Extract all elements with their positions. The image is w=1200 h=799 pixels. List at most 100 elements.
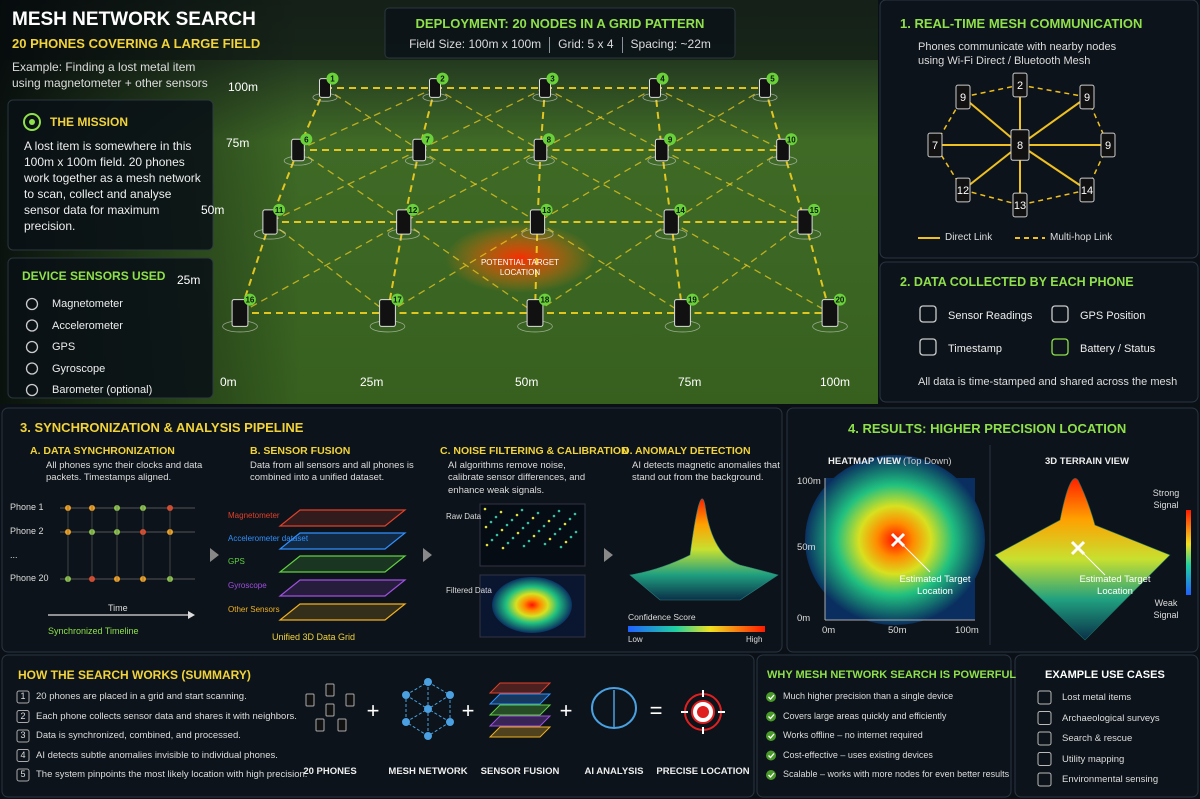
- node-number: 13: [542, 206, 551, 215]
- phone-icon: [315, 718, 325, 732]
- node-badge: [674, 203, 687, 216]
- flow-label: SENSOR FUSION: [480, 766, 560, 777]
- mesh-link: [670, 221, 831, 314]
- node-number: 5: [770, 75, 775, 84]
- mesh-icon-link: [427, 681, 451, 696]
- example: Example: Finding a lost metal item using…: [12, 60, 208, 90]
- x-axis-label: 100m: [955, 625, 979, 636]
- mesh-link: [239, 221, 271, 314]
- panel-note: All data is time-stamped and shared acro…: [918, 376, 1178, 388]
- phone: [396, 209, 412, 235]
- noise-dot: [536, 511, 540, 515]
- sensor-title: DEVICE SENSORS USED: [22, 269, 166, 283]
- operator: +: [366, 698, 380, 723]
- noise-dot: [558, 527, 562, 531]
- phone: [319, 78, 331, 98]
- phone: [797, 209, 813, 235]
- mesh-link: [670, 149, 784, 223]
- node-number: 12: [408, 206, 417, 215]
- noise-dot: [526, 521, 530, 525]
- noise-dot: [568, 517, 572, 521]
- phone: [1079, 84, 1095, 110]
- sensor-box: [7, 257, 214, 399]
- mesh-link: [403, 221, 536, 314]
- node-number: 13: [1014, 200, 1026, 212]
- noise-dot: [484, 525, 488, 529]
- step-number: 5: [20, 769, 26, 779]
- node-badge: [664, 133, 677, 146]
- x-axis-label: 50m: [515, 375, 539, 389]
- panel: [1, 654, 755, 798]
- noise-dot: [542, 524, 546, 528]
- step-title: C. NOISE FILTERING & CALIBRATION: [440, 445, 629, 457]
- phone: [291, 138, 305, 162]
- step-text: 20 phones are placed in a grid and start…: [36, 691, 247, 702]
- noise-dot: [520, 508, 524, 512]
- node-badge: [656, 72, 669, 85]
- node-badge: [538, 293, 551, 306]
- flow-label: 20 PHONES: [303, 766, 357, 777]
- noise-dot: [500, 528, 504, 532]
- x-axis-label: 75m: [678, 375, 702, 389]
- sensor-icon: [25, 340, 39, 354]
- mesh-icon-node: [424, 705, 432, 713]
- noise-dot: [552, 514, 556, 518]
- node-number: 12: [957, 185, 969, 197]
- noise-dot: [510, 518, 514, 522]
- x-axis-label: 0m: [822, 625, 836, 636]
- node-badge: [421, 133, 434, 146]
- multi-hop-link: [962, 84, 1021, 98]
- data-layer: [278, 532, 407, 550]
- sensor-item: Barometer (optional): [52, 384, 153, 396]
- mesh-link: [540, 87, 656, 151]
- step-text: The system pinpoints the most likely loc…: [36, 769, 308, 780]
- mission-icon: [29, 119, 35, 125]
- operator: +: [461, 698, 475, 723]
- phone: [1012, 192, 1028, 218]
- scale-label: High: [746, 635, 763, 644]
- mesh-link: [269, 221, 388, 314]
- y-axis-label: 100m: [228, 80, 259, 94]
- node-number: 14: [676, 206, 685, 215]
- node-number: 11: [275, 206, 284, 215]
- step-number: 3: [20, 730, 26, 740]
- noise-dot: [483, 507, 487, 511]
- x-axis-label: 100m: [820, 375, 851, 389]
- data-item: Battery / Status: [1080, 343, 1156, 355]
- step-title: B. SENSOR FUSION: [250, 445, 351, 457]
- brain-icon: [591, 687, 637, 729]
- node-badge: [326, 72, 339, 85]
- sensor-icon: [25, 319, 39, 332]
- node-number: 3: [550, 75, 555, 84]
- layer-label: Other Sensors: [228, 605, 280, 614]
- scale-label: Confidence Score: [628, 612, 696, 622]
- node-number: 14: [1081, 185, 1093, 197]
- node-number: 7: [425, 135, 430, 144]
- mesh-icon-link: [427, 708, 451, 723]
- noise-dot: [501, 546, 505, 550]
- panel: [1, 407, 783, 653]
- benefit-item: Scalable – works with more nodes for eve…: [783, 769, 1010, 779]
- mesh-link: [534, 221, 539, 314]
- phone: [379, 299, 396, 327]
- noise-dot: [495, 533, 499, 537]
- phone-label: Phone 20: [10, 573, 49, 583]
- node-badge: [406, 203, 419, 216]
- data-layer: [278, 603, 407, 621]
- benefit-item: Cost-effective – uses existing devices: [783, 749, 933, 760]
- step-text: AI detects magnetic anomalies that stand…: [632, 460, 780, 484]
- step-box: [16, 710, 30, 723]
- noise-dot: [547, 519, 551, 523]
- step-box: [16, 749, 30, 762]
- phone: [654, 138, 669, 162]
- node-number: 9: [1084, 92, 1090, 104]
- mesh-link: [269, 149, 420, 223]
- flow-label: MESH NETWORK: [388, 766, 468, 777]
- y-axis-label: 0m: [797, 613, 811, 624]
- phone: [759, 78, 771, 98]
- deployment-title: DEPLOYMENT: 20 NODES IN A GRID PATTERN: [415, 16, 705, 31]
- data-layer: [278, 509, 407, 527]
- benefit-item: Much higher precision than a single devi…: [783, 691, 954, 701]
- phone-label: Phone 2: [10, 526, 44, 536]
- operator: +: [559, 698, 573, 723]
